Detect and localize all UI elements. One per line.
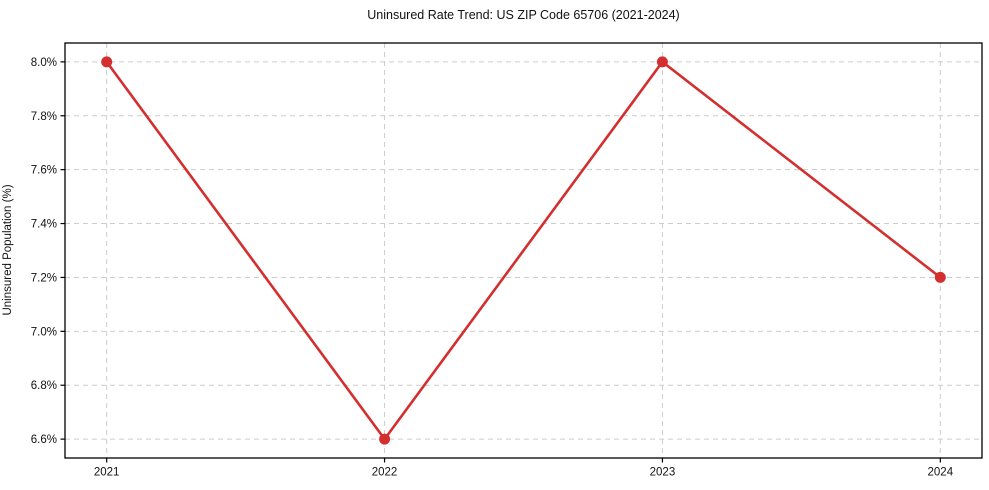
x-tick-label: 2022: [372, 467, 398, 479]
y-tick-label: 7.2%: [31, 272, 57, 284]
data-point: [656, 56, 668, 68]
axis-ticks: 2021 2022 2023 2024 6.6% 6.8% 7.0% 7.2% 7.4% 7.6%…: [31, 57, 954, 479]
y-tick-label: 7.4%: [31, 219, 57, 231]
y-tick-label: 8.0%: [31, 57, 57, 69]
y-axis-label: Uninsured Population (%): [2, 184, 14, 316]
y-tick-label: 7.0%: [31, 326, 57, 338]
x-tick-label: 2024: [928, 467, 954, 479]
data-point: [934, 271, 946, 283]
y-tick-label: 7.8%: [31, 111, 57, 123]
grid-lines: [65, 43, 982, 458]
data-point: [379, 433, 391, 445]
chart-title: Uninsured Rate Trend: US ZIP Code 65706 …: [367, 8, 680, 22]
y-tick-label: 7.6%: [31, 165, 57, 177]
y-tick-label: 6.6%: [31, 434, 57, 446]
x-tick-label: 2023: [650, 467, 676, 479]
axes-spines: [64, 42, 983, 459]
x-tick-label: 2021: [94, 467, 120, 479]
series-line: [105, 60, 942, 442]
data-point: [101, 56, 113, 68]
y-tick-label: 6.8%: [31, 380, 57, 392]
